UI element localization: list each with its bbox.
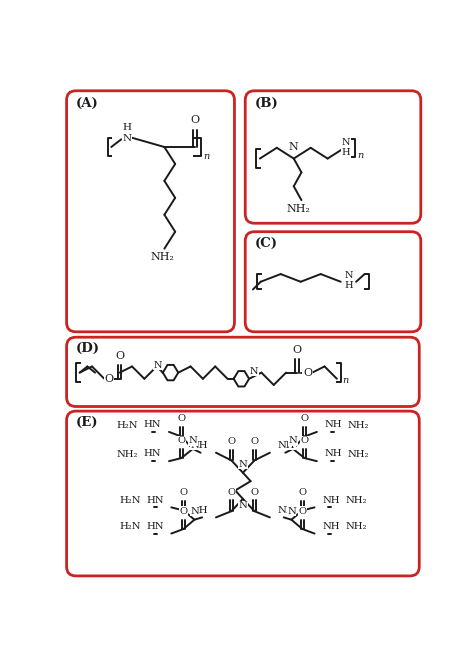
Text: NH: NH	[322, 523, 340, 531]
Text: N: N	[289, 143, 299, 152]
Text: NH: NH	[325, 449, 342, 458]
Text: O: O	[104, 374, 113, 384]
FancyBboxPatch shape	[66, 91, 235, 332]
Text: N: N	[190, 507, 199, 516]
Text: NH: NH	[278, 506, 295, 515]
Text: (E): (E)	[76, 416, 98, 429]
Text: H₂N: H₂N	[119, 496, 140, 505]
Text: O: O	[292, 345, 301, 355]
Text: NH: NH	[191, 441, 208, 449]
Text: O: O	[250, 437, 258, 446]
Text: O: O	[228, 437, 236, 446]
Text: N: N	[189, 436, 197, 445]
Text: n: n	[357, 151, 363, 160]
Text: H₂N: H₂N	[117, 421, 138, 430]
FancyBboxPatch shape	[66, 411, 419, 576]
Text: O: O	[298, 489, 306, 497]
Text: NH: NH	[325, 420, 342, 429]
Text: O: O	[191, 116, 200, 126]
FancyBboxPatch shape	[245, 91, 421, 223]
Text: O: O	[301, 415, 309, 423]
Text: O: O	[115, 351, 124, 361]
Text: N
H: N H	[345, 271, 354, 290]
Text: NH₂: NH₂	[347, 421, 369, 430]
Text: NH: NH	[191, 506, 208, 515]
Text: N: N	[154, 360, 162, 370]
Text: O: O	[180, 507, 188, 516]
Text: N
H: N H	[342, 138, 350, 158]
Text: NH: NH	[278, 441, 295, 449]
Text: n: n	[342, 377, 348, 385]
FancyBboxPatch shape	[245, 232, 421, 332]
Text: N: N	[238, 501, 247, 510]
Text: O: O	[303, 368, 312, 377]
Text: N: N	[289, 436, 297, 445]
Text: O: O	[177, 415, 185, 423]
Text: O: O	[301, 436, 309, 445]
Text: HN: HN	[146, 496, 164, 505]
Text: N: N	[287, 507, 296, 516]
Text: O: O	[180, 489, 188, 497]
Text: NH: NH	[322, 496, 340, 505]
Text: O: O	[250, 488, 258, 496]
FancyBboxPatch shape	[66, 337, 419, 407]
Text: HN: HN	[146, 523, 164, 531]
Text: HN: HN	[144, 420, 161, 429]
Text: (D): (D)	[76, 342, 100, 355]
Text: (C): (C)	[255, 237, 277, 250]
Text: NH₂: NH₂	[347, 450, 369, 459]
Text: H₂N: H₂N	[119, 523, 140, 531]
Text: n: n	[203, 152, 209, 161]
Text: HN: HN	[144, 449, 161, 458]
Text: H
N: H N	[122, 124, 131, 143]
Text: O: O	[228, 488, 236, 496]
Text: O: O	[177, 436, 185, 445]
Text: (A): (A)	[76, 97, 99, 110]
Text: NH₂: NH₂	[151, 252, 175, 262]
Text: NH₂: NH₂	[117, 450, 138, 459]
Text: N: N	[238, 460, 247, 469]
Text: (B): (B)	[255, 97, 278, 110]
Text: NH₂: NH₂	[346, 523, 367, 531]
Text: N: N	[250, 367, 258, 375]
Text: NH₂: NH₂	[346, 496, 367, 505]
Text: O: O	[298, 507, 306, 516]
Text: NH₂: NH₂	[286, 204, 310, 214]
